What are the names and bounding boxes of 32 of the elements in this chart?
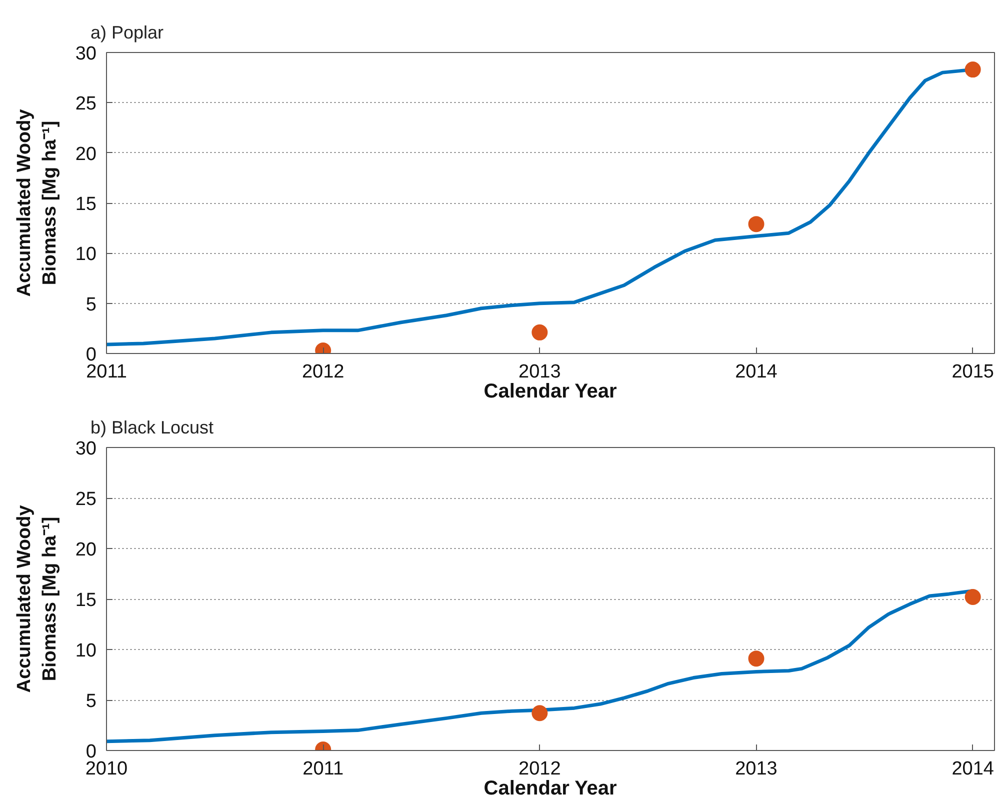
y-tick-label: 10 <box>75 640 97 662</box>
x-tick-label: 2013 <box>735 758 778 780</box>
x-axis-title: Calendar Year <box>484 380 618 402</box>
y-axis-title: Accumulated Woody Biomass [Mg ha⁻¹] <box>14 504 60 693</box>
point <box>964 62 981 78</box>
x-tick-label: 2014 <box>952 758 994 780</box>
x-tick-label: 2012 <box>518 758 561 780</box>
chart-title: a) Poplar <box>90 22 164 42</box>
y-tick-label: 10 <box>75 244 97 266</box>
y-tick-label: 15 <box>75 194 97 215</box>
x-tick-label: 2012 <box>302 362 344 382</box>
y-axis-title: Accumulated Woody Biomass [Mg ha⁻¹] <box>14 108 60 297</box>
y-tick-label: 15 <box>75 590 97 611</box>
x-tick-label: 2015 <box>952 362 994 382</box>
y-tick-label: 5 <box>86 691 97 712</box>
point <box>748 216 764 232</box>
y-tick-label: 5 <box>86 294 97 316</box>
y-tick-label: 20 <box>75 144 97 165</box>
x-tick-label: 2011 <box>302 758 344 780</box>
y-tick-label: 25 <box>75 94 97 115</box>
chart-title: b) Black Locust <box>90 418 214 438</box>
point <box>532 705 548 722</box>
x-tick-label: 2013 <box>518 362 561 382</box>
x-tick-label: 2014 <box>735 362 778 382</box>
y-tick-label: 30 <box>75 44 97 64</box>
x-axis-title: Calendar Year <box>484 778 618 800</box>
y-tick-label: 30 <box>75 438 97 460</box>
y-tick-label: 20 <box>75 540 97 560</box>
y-tick-label: 25 <box>75 489 97 510</box>
point <box>532 324 548 340</box>
point <box>964 588 981 605</box>
point <box>748 650 764 667</box>
